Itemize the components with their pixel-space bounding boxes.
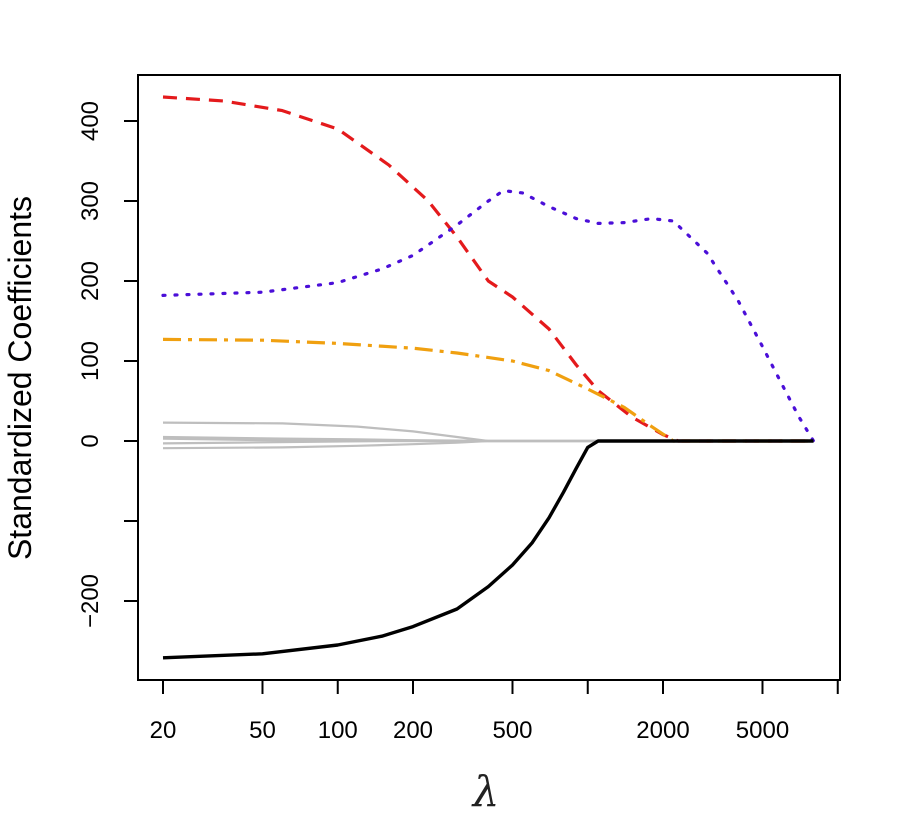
y-tick-label: 0 — [77, 434, 104, 447]
series-line-3 — [162, 337, 814, 443]
series-layer — [161, 95, 816, 660]
y-tick-label: −200 — [77, 574, 104, 628]
series-line-2 — [161, 189, 816, 443]
x-axis-title: λ — [471, 767, 500, 816]
series-line-1 — [162, 95, 814, 443]
y-tick-label: 300 — [77, 181, 104, 221]
y-axis-title: Standardized Coefficients — [2, 196, 38, 560]
series-line-4 — [162, 439, 814, 660]
x-tick-label: 200 — [393, 717, 433, 744]
plot-box — [137, 74, 841, 681]
x-tick-label: 2000 — [636, 717, 689, 744]
x-tick-label: 5000 — [736, 717, 789, 744]
series-line-9 — [162, 439, 814, 450]
y-tick-label: 100 — [77, 341, 104, 381]
x-axis: 20 50 100 200 500 2000 5000 — [150, 679, 839, 744]
y-axis: −200 0 100 200 300 400 — [77, 101, 139, 628]
x-tick-label: 500 — [492, 717, 532, 744]
x-tick-label: 100 — [318, 717, 358, 744]
y-tick-label: 200 — [77, 261, 104, 301]
x-tick-label: 50 — [249, 717, 276, 744]
y-tick-label: 400 — [77, 101, 104, 141]
x-tick-label: 20 — [150, 717, 177, 744]
